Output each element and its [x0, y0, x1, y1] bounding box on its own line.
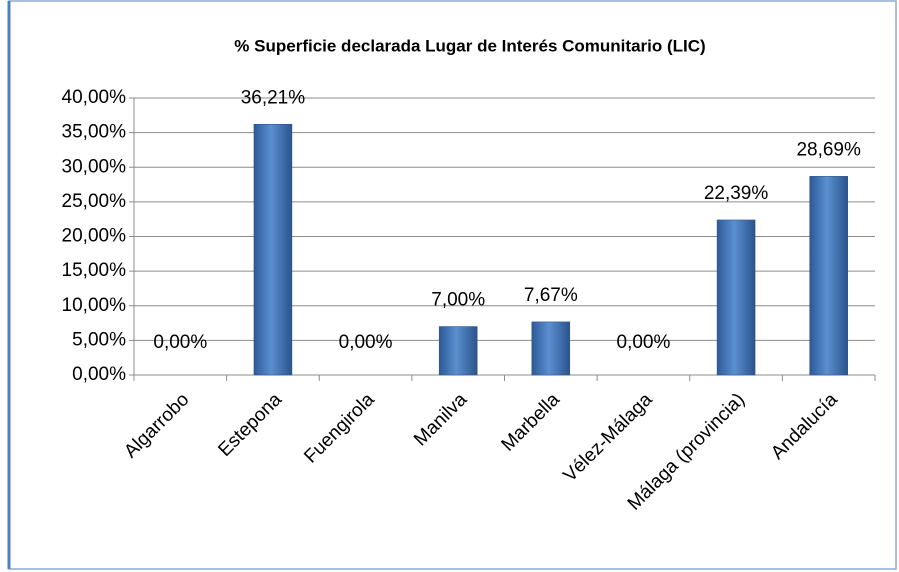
y-tick-label: 10,00%	[62, 295, 127, 316]
value-label: 0,00%	[339, 332, 393, 353]
y-tick-label: 25,00%	[62, 191, 127, 212]
bar	[438, 326, 478, 376]
bar	[531, 321, 571, 376]
value-label: 0,00%	[153, 332, 207, 353]
value-label: 7,00%	[431, 290, 485, 311]
value-label: 28,69%	[796, 139, 861, 160]
value-label: 36,21%	[241, 87, 306, 108]
value-label: 22,39%	[704, 183, 769, 204]
y-tick-label: 20,00%	[62, 226, 127, 247]
y-tick-label: 15,00%	[62, 260, 127, 281]
value-label: 7,67%	[524, 285, 578, 306]
bar	[253, 123, 293, 376]
y-tick-label: 35,00%	[62, 122, 127, 143]
y-tick-label: 0,00%	[72, 364, 126, 385]
y-tick-label: 5,00%	[72, 329, 126, 350]
bar	[809, 176, 848, 376]
chart-title: % Superficie declarada Lugar de Interés …	[234, 36, 705, 55]
chart-frame	[8, 0, 897, 570]
y-tick-label: 40,00%	[62, 87, 127, 108]
y-tick-label: 30,00%	[62, 156, 127, 177]
bar	[716, 219, 756, 376]
value-label: 0,00%	[617, 332, 671, 353]
